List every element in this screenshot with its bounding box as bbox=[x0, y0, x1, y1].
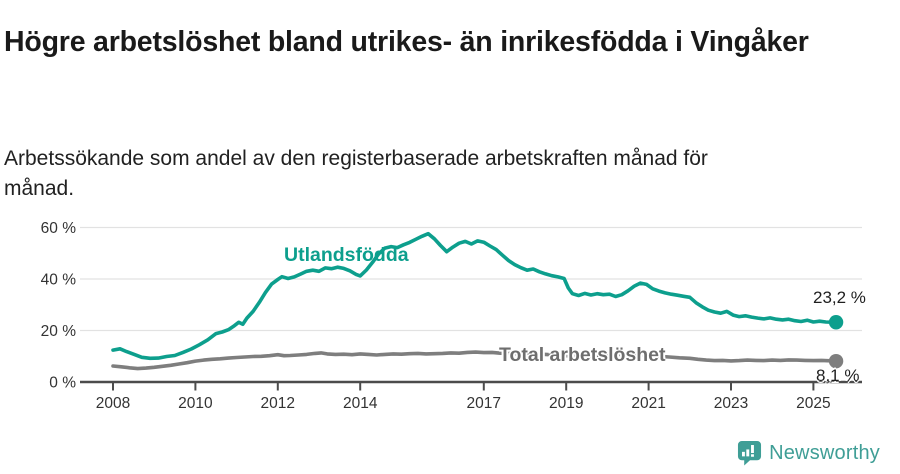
x-axis-tick-label: 2014 bbox=[343, 395, 378, 412]
x-axis-tick-label: 2008 bbox=[96, 395, 130, 412]
brand-name: Newsworthy bbox=[769, 441, 880, 464]
x-axis-tick-label: 2017 bbox=[467, 395, 501, 412]
y-axis-tick-label: 60 % bbox=[41, 220, 77, 237]
series-line bbox=[111, 231, 838, 361]
x-axis-tick-label: 2023 bbox=[714, 395, 748, 412]
y-axis-tick-label: 0 % bbox=[49, 375, 76, 392]
newsworthy-logo-icon bbox=[737, 440, 762, 466]
y-axis-tick-label: 40 % bbox=[41, 272, 77, 289]
y-axis-tick-label: 20 % bbox=[41, 323, 77, 340]
x-axis-tick-label: 2025 bbox=[796, 395, 830, 412]
series-label-utlandsfodda: Utlandsfödda bbox=[284, 244, 409, 266]
series-line bbox=[111, 350, 838, 371]
series-end-dot bbox=[828, 315, 844, 330]
brand-footer: Newsworthy bbox=[737, 440, 880, 466]
chart-subtitle: Arbetssökande som andel av den registerb… bbox=[4, 147, 708, 200]
series-label-total: Total arbetslöshet bbox=[499, 344, 666, 366]
series-end-dot bbox=[828, 353, 844, 369]
x-axis-tick-label: 2021 bbox=[631, 395, 665, 412]
page-title: Högre arbetslöshet bland utrikes- än inr… bbox=[4, 26, 809, 59]
x-axis-tick-label: 2019 bbox=[549, 395, 583, 412]
x-axis-tick-label: 2012 bbox=[261, 395, 295, 412]
end-value-label-utlandsfodda: 23,2 % bbox=[813, 288, 866, 307]
end-value-label-total: 8,1 % bbox=[816, 366, 860, 385]
x-axis-tick-label: 2010 bbox=[178, 395, 213, 412]
